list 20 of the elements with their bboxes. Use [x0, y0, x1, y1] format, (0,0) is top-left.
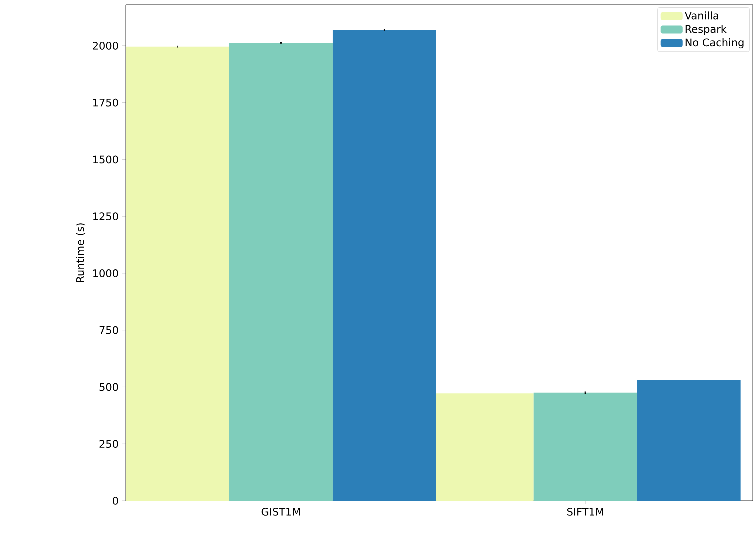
y-tick-label: 2000 [93, 42, 118, 50]
y-tick-label: 500 [100, 383, 118, 392]
y-tick-label: 0 [113, 497, 118, 505]
x-tick-label: GIST1M [262, 508, 300, 516]
y-tick-label: 250 [100, 440, 118, 448]
legend-label: Respark [686, 25, 727, 36]
y-tick-label: 1750 [94, 98, 118, 107]
bar [534, 392, 638, 501]
y-tick-label: 1500 [94, 156, 118, 164]
y-tick-label: 1000 [94, 270, 118, 278]
y-axis-title: Runtime (s) [76, 224, 86, 282]
bar [229, 42, 333, 501]
x-tick-label: SIFT1M [567, 508, 604, 516]
bar [332, 30, 436, 501]
bar [637, 380, 741, 501]
y-tick-label: 750 [100, 326, 118, 334]
y-tick-label: 1250 [94, 212, 118, 221]
legend-label: No Caching [686, 38, 744, 49]
bar [126, 46, 230, 501]
legend-label: Vanilla [684, 12, 718, 20]
